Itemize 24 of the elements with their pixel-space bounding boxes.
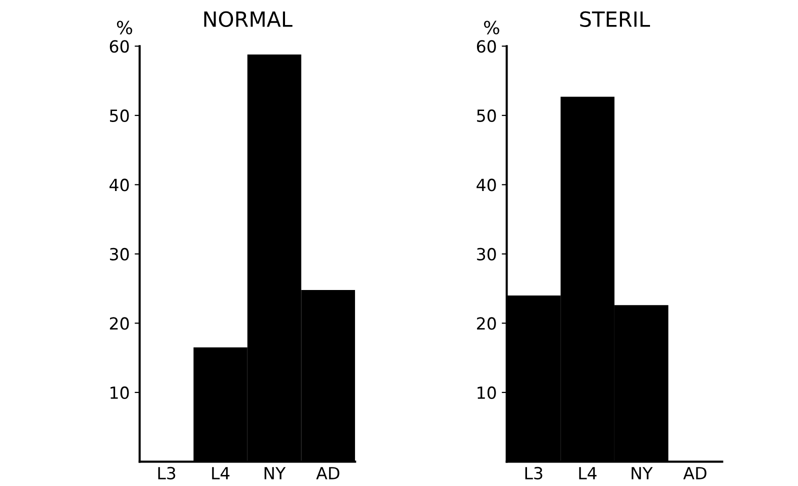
- y-axis-title: %: [116, 20, 132, 34]
- x-tick-label: NY: [632, 467, 653, 480]
- x-tick-label: L3: [158, 466, 176, 480]
- y-tick-label: 60: [476, 40, 496, 53]
- x-tick-label: AD: [683, 467, 706, 480]
- x-tick-label: L3: [525, 466, 542, 480]
- y-tick-label: 40: [110, 178, 129, 192]
- y-tick-label: 60: [110, 40, 129, 53]
- x-tick-label: AD: [316, 467, 340, 480]
- x-tick-label: L4: [579, 467, 597, 480]
- y-tick-label: 10: [478, 386, 496, 400]
- y-tick-label: 10: [110, 386, 129, 400]
- x-tick-label: L4: [212, 467, 230, 480]
- y-tick-label: 50: [110, 109, 129, 122]
- x-tick-label: NY: [264, 467, 286, 480]
- chart-title: STERIL: [580, 11, 650, 28]
- y-tick-label: 20: [110, 317, 129, 330]
- y-tick-label: 30: [110, 248, 129, 261]
- y-tick-label: 30: [477, 248, 496, 261]
- y-tick-label: 20: [477, 317, 496, 330]
- y-tick-label: 40: [476, 178, 496, 192]
- chart-title: NORMAL: [204, 11, 292, 28]
- y-tick-label: 50: [477, 109, 496, 122]
- y-axis-title: %: [484, 20, 500, 34]
